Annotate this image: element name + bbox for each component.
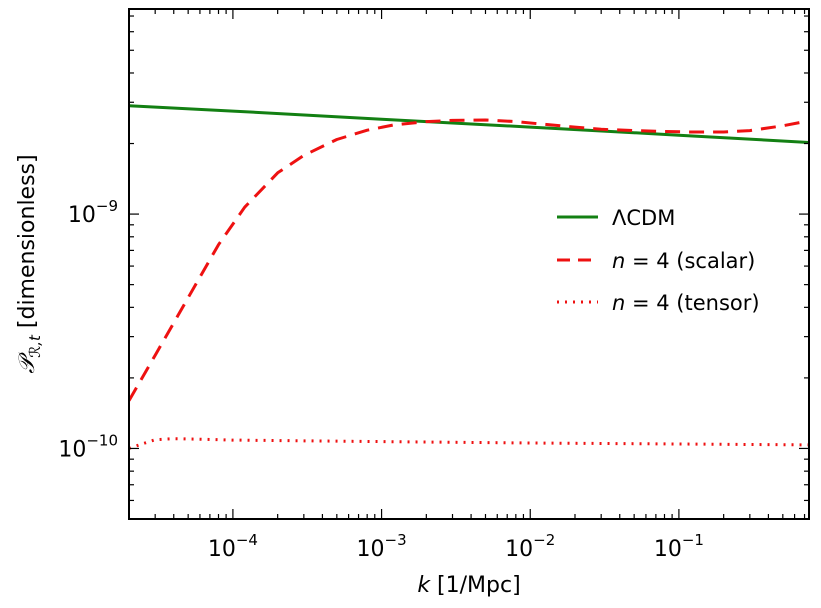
- y-tick-label: 10−9: [68, 197, 118, 228]
- x-tick-label: 10−1: [654, 531, 704, 562]
- legend-scalar-variable: n: [612, 249, 625, 273]
- y-axis-subscript: ℛ,t: [26, 334, 44, 358]
- x-tick-label: 10−3: [357, 531, 407, 562]
- series-line-1: [129, 118, 809, 402]
- x-axis-label: k [1/Mpc]: [417, 573, 520, 598]
- legend-label-lcdm: ΛCDM: [612, 206, 675, 230]
- x-tick-label: 10−4: [208, 531, 258, 562]
- series-line-2: [129, 437, 809, 450]
- legend-label-tensor: n = 4 (tensor): [612, 291, 760, 315]
- legend: ΛCDM n = 4 (scalar) n = 4 (tensor): [557, 206, 760, 315]
- tick-labels: 10−4 10−3 10−2 10−1 10−9 10−10: [58, 197, 704, 562]
- series-layer: [129, 104, 809, 450]
- series-line-0: [129, 104, 809, 144]
- x-axis-variable: k: [417, 573, 431, 598]
- x-axis-unit: [1/Mpc]: [430, 573, 521, 598]
- legend-tensor-variable: n: [612, 291, 625, 315]
- legend-label-scalar: n = 4 (scalar): [612, 249, 755, 273]
- legend-scalar-text: = 4 (scalar): [625, 249, 755, 273]
- legend-tensor-text: = 4 (tensor): [625, 291, 759, 315]
- y-axis-label: 𝒫ℛ,t [dimensionless]: [15, 154, 44, 373]
- plot-frame: [128, 8, 810, 520]
- x-tick-label: 10−2: [505, 531, 555, 562]
- y-tick-label: 10−10: [58, 431, 118, 462]
- y-axis-unit: [dimensionless]: [15, 154, 40, 335]
